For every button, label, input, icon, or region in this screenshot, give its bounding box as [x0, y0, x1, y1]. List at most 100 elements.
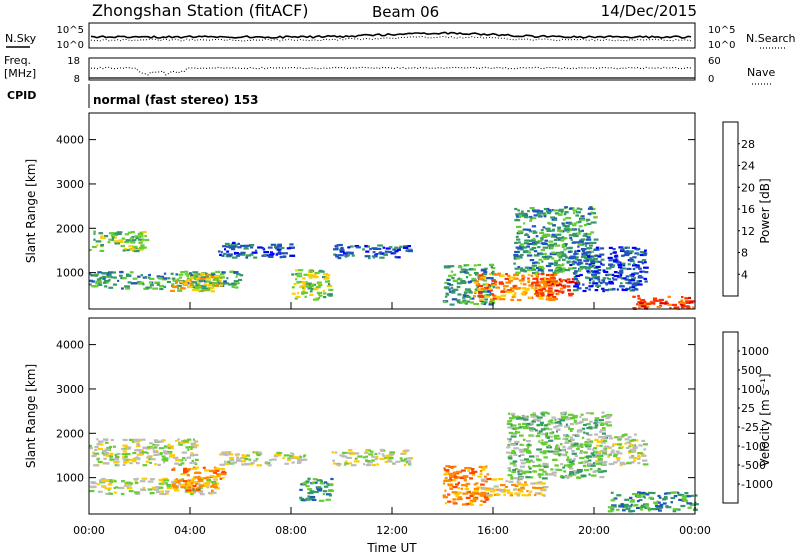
- power-cell: [620, 277, 624, 280]
- velocity-cell: [103, 462, 110, 465]
- velocity-cell: [182, 484, 185, 487]
- velocity-cell: [545, 464, 549, 468]
- velocity-cell: [148, 458, 151, 461]
- velocity-cell: [384, 456, 389, 459]
- velocity-cell: [149, 442, 153, 445]
- power-cell: [137, 232, 144, 235]
- velocity-cell: [163, 482, 166, 485]
- velocity-cell: [672, 508, 679, 511]
- power-cell: [532, 230, 537, 233]
- power-cell: [615, 261, 619, 264]
- velocity-cell: [199, 493, 205, 496]
- power-cell: [130, 240, 134, 243]
- velocity-cell: [518, 423, 521, 426]
- power-cell: [546, 274, 550, 277]
- velocity-cell: [554, 464, 559, 467]
- power-cell: [303, 287, 306, 290]
- velocity-cell: [530, 415, 536, 418]
- power-cell: [540, 272, 545, 276]
- power-cell: [145, 286, 151, 289]
- power-cell: [471, 297, 475, 300]
- power-cell: [379, 256, 385, 259]
- power-cell: [595, 246, 600, 249]
- velocity-cell: [94, 446, 99, 449]
- power-cell: [117, 279, 120, 282]
- power-cell: [101, 275, 106, 278]
- velocity-cell: [477, 475, 482, 478]
- power-cell: [171, 283, 175, 286]
- power-cell: [530, 287, 534, 290]
- velocity-cell: [588, 442, 592, 445]
- velocity-cell: [98, 479, 104, 482]
- power-cell: [236, 273, 241, 276]
- velocity-cell: [113, 480, 117, 483]
- velocity-cell: [187, 479, 191, 482]
- velocity-cell: [632, 493, 638, 496]
- velocity-cell: [465, 496, 471, 499]
- power-cell: [687, 296, 691, 300]
- velocity-cell: [542, 487, 545, 491]
- velocity-cell: [568, 461, 574, 464]
- velocity-cell: [482, 500, 487, 503]
- velocity-cell: [524, 494, 530, 497]
- velocity-cell: [250, 462, 255, 465]
- velocity-cell: [235, 454, 239, 457]
- power-cell: [513, 262, 516, 265]
- velocity-cell: [449, 474, 455, 477]
- velocity-cell: [455, 495, 459, 498]
- power-cell: [317, 296, 321, 300]
- velocity-cell: [324, 481, 328, 484]
- velocity-cell: [540, 482, 546, 485]
- power-cell: [525, 232, 528, 236]
- power-cell: [452, 279, 458, 282]
- power-cell: [539, 278, 544, 281]
- power-cell: [612, 278, 618, 281]
- power-cell: [561, 243, 566, 246]
- velocity-cell: [540, 489, 547, 492]
- power-cell: [148, 276, 151, 279]
- power-cell: [589, 279, 592, 282]
- power-cell: [572, 289, 579, 292]
- power-cell: [485, 284, 488, 287]
- power-cell: [583, 256, 589, 259]
- velocity-cell: [534, 493, 537, 497]
- velocity-cell: [538, 468, 544, 471]
- velocity-cell: [454, 493, 461, 496]
- velocity-cell: [197, 486, 203, 490]
- velocity-cell: [588, 463, 593, 466]
- velocity-cell: [471, 470, 478, 473]
- velocity-cell: [449, 477, 452, 480]
- velocity-cell: [511, 424, 517, 427]
- power-cell: [568, 227, 572, 231]
- velocity-cell: [628, 456, 635, 459]
- power-cell: [528, 230, 533, 233]
- velocity-cell: [485, 498, 489, 501]
- nave-trace: [90, 66, 692, 76]
- power-cell: [473, 290, 478, 293]
- power-cell: [480, 276, 487, 279]
- power-cell: [548, 287, 553, 290]
- velocity-cell: [311, 481, 315, 484]
- power-cell: [643, 305, 650, 308]
- velocity-cell: [403, 452, 407, 455]
- power-cell: [262, 248, 266, 251]
- power-cell: [195, 286, 201, 289]
- power-cell: [225, 245, 230, 248]
- velocity-cell: [589, 440, 593, 443]
- velocity-cell: [603, 445, 610, 448]
- velocity-cell: [210, 485, 215, 488]
- velocity-cell: [607, 510, 613, 513]
- power-cell: [498, 281, 504, 284]
- power-cell: [276, 248, 282, 251]
- velocity-cell: [536, 459, 542, 462]
- power-cell: [124, 247, 127, 251]
- power-cell: [572, 228, 576, 231]
- power-cell: [570, 238, 573, 241]
- velocity-cell: [447, 493, 451, 496]
- velocity-cell: [636, 506, 642, 510]
- power-cell: [548, 209, 552, 212]
- power-cell: [459, 271, 464, 274]
- power-cell: [523, 291, 528, 295]
- velocity-cell: [525, 476, 531, 479]
- velocity-cell: [185, 489, 192, 492]
